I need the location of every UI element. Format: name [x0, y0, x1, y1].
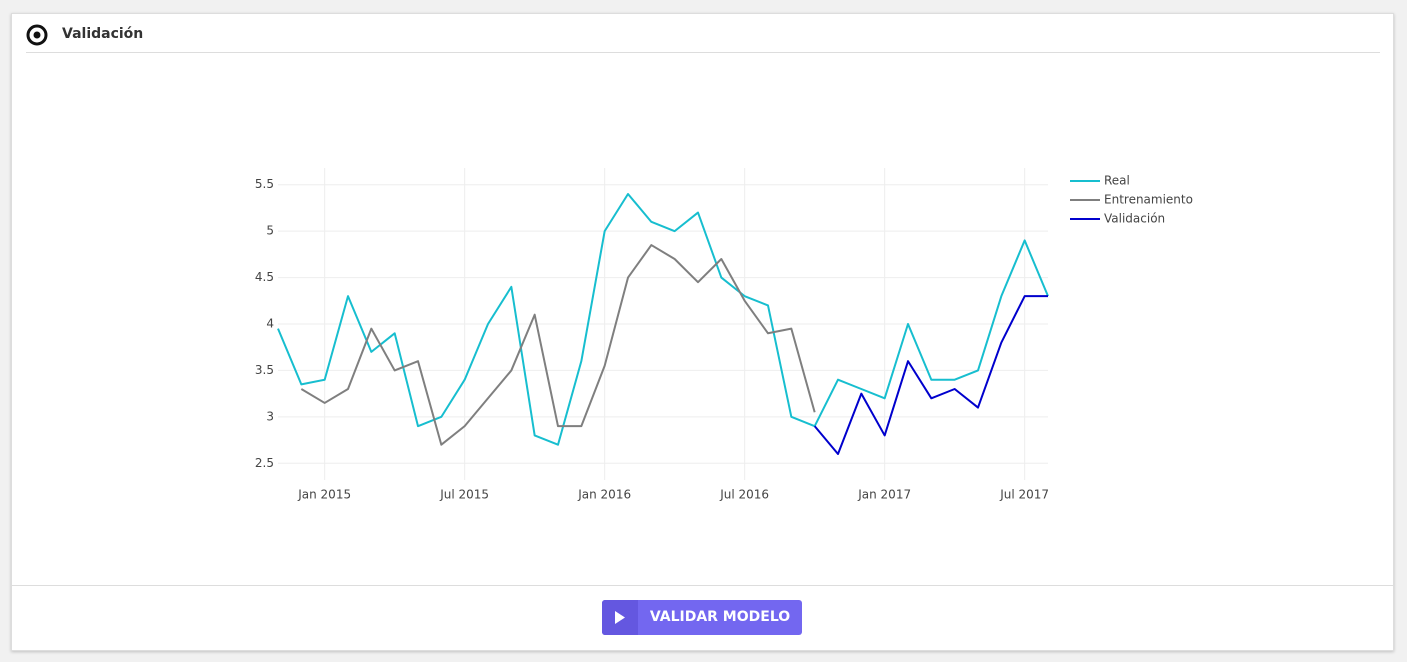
y-tick-label: 4.5 — [255, 270, 274, 284]
x-tick-label: Jan 2015 — [297, 488, 351, 502]
series-line — [813, 295, 1048, 455]
card: Validación VALIDAR MODELO — [11, 13, 1394, 651]
y-tick-label: 2.5 — [255, 456, 274, 470]
x-tick-label: Jul 2015 — [439, 488, 489, 502]
legend-label: Entrenamiento — [1104, 193, 1193, 207]
y-tick-label: 3.5 — [255, 363, 274, 377]
x-tick-label: Jul 2016 — [719, 488, 769, 502]
x-tick-label: Jan 2016 — [577, 488, 631, 502]
header-title: Validación — [62, 26, 144, 42]
play-icon — [602, 600, 638, 635]
validate-button[interactable]: VALIDAR MODELO — [602, 600, 802, 635]
y-tick-label: 3 — [266, 409, 274, 423]
button-label: VALIDAR MODELO — [649, 609, 791, 625]
x-tick-label: Jan 2017 — [857, 488, 911, 502]
chart: 2.5 3 3.5 4 4.5 5 5.5 Jan 2015 Jul 2015 Jan 2016 J… — [255, 168, 1193, 502]
footer-divider — [12, 585, 1393, 586]
y-tick-label: 5.5 — [255, 177, 274, 191]
header: Validación — [26, 24, 1380, 53]
series-line — [300, 244, 816, 446]
legend-label: Real — [1104, 174, 1130, 188]
y-tick-label: 5 — [266, 224, 274, 238]
x-tick-label: Jul 2017 — [999, 488, 1049, 502]
y-tick-label: 4 — [266, 317, 274, 331]
legend-label: Validación — [1104, 212, 1165, 226]
target-icon — [26, 24, 48, 46]
series-line — [277, 193, 1049, 446]
